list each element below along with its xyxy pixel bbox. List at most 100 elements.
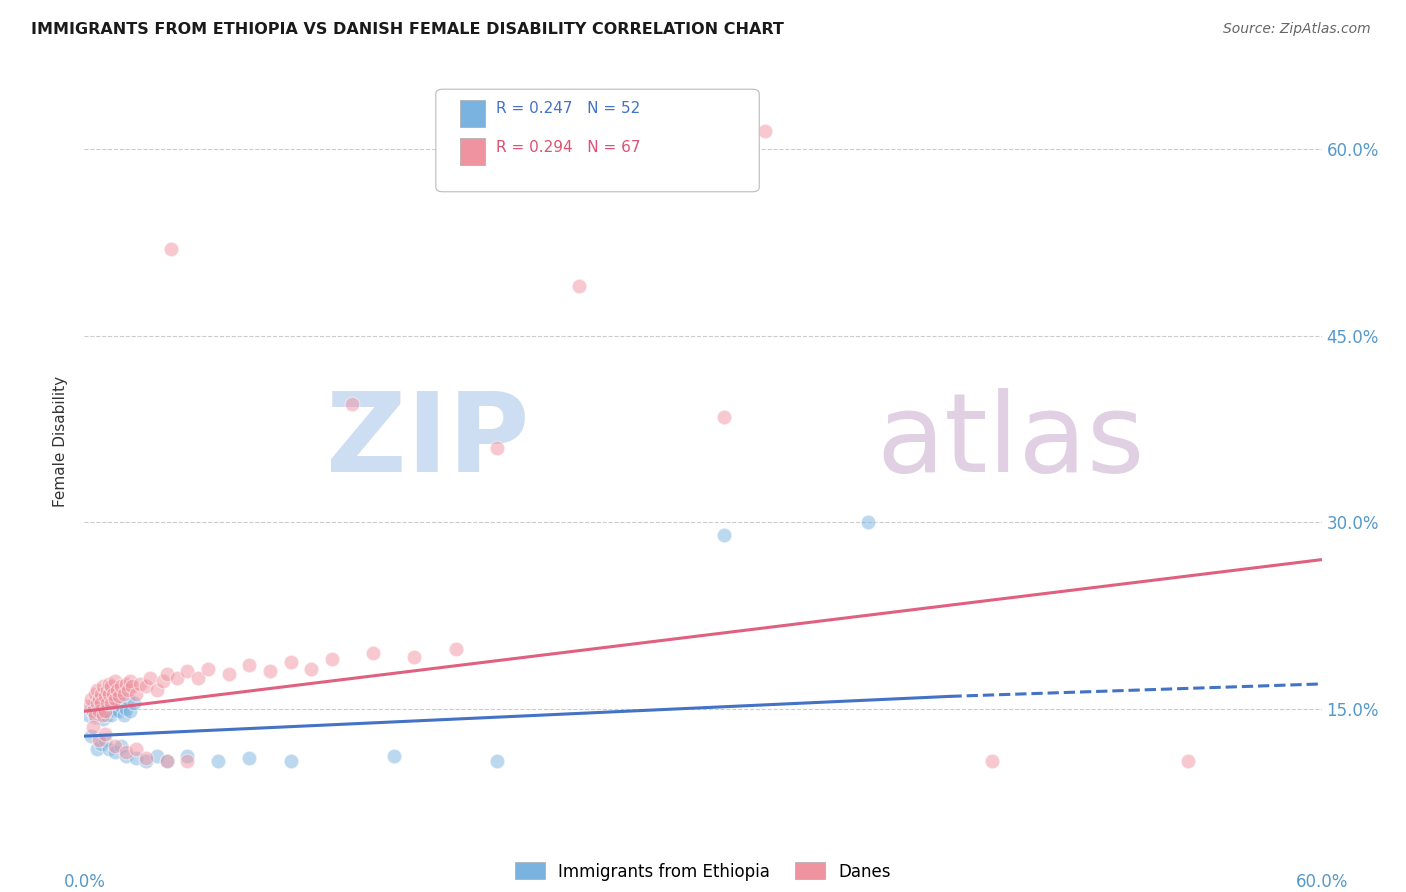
Point: [77, 708, 100, 723]
Point: [342, 397, 364, 411]
Point: [152, 674, 174, 689]
Point: [94, 726, 117, 740]
Point: [125, 741, 148, 756]
Point: [238, 751, 260, 765]
Point: [1177, 754, 1199, 768]
Point: [87, 691, 110, 706]
Point: [104, 739, 127, 753]
Point: [87, 732, 110, 747]
Point: [90, 704, 112, 718]
Point: [156, 754, 179, 768]
Point: [94, 704, 117, 718]
Point: [98, 704, 121, 718]
Point: [87, 704, 110, 718]
Point: [568, 279, 591, 293]
Point: [96, 699, 118, 714]
Point: [91, 712, 114, 726]
Point: [176, 749, 198, 764]
Point: [94, 704, 117, 718]
Point: [108, 704, 131, 718]
Point: [361, 646, 384, 660]
Point: [444, 642, 467, 657]
Point: [197, 662, 219, 676]
Point: [82, 704, 104, 718]
Point: [139, 671, 162, 685]
Text: IMMIGRANTS FROM ETHIOPIA VS DANISH FEMALE DISABILITY CORRELATION CHART: IMMIGRANTS FROM ETHIOPIA VS DANISH FEMAL…: [31, 22, 783, 37]
Point: [176, 665, 198, 679]
Point: [94, 696, 117, 710]
Y-axis label: Female Disability: Female Disability: [53, 376, 69, 508]
Point: [117, 691, 139, 706]
Point: [91, 702, 114, 716]
Point: [160, 242, 183, 256]
Point: [118, 704, 141, 718]
Point: [87, 708, 110, 723]
Point: [108, 690, 131, 704]
Point: [94, 732, 117, 747]
Point: [86, 704, 108, 718]
Point: [114, 677, 136, 691]
Point: [94, 690, 117, 704]
Text: 0.0%: 0.0%: [63, 873, 105, 891]
Point: [145, 749, 167, 764]
Point: [100, 696, 122, 710]
Point: [754, 124, 776, 138]
Point: [299, 662, 322, 676]
Point: [104, 674, 127, 689]
Point: [98, 687, 121, 701]
Point: [112, 687, 135, 701]
Point: [86, 696, 108, 710]
Point: [87, 699, 110, 714]
Text: ZIP: ZIP: [326, 388, 530, 495]
Point: [90, 737, 112, 751]
Point: [117, 683, 139, 698]
Point: [100, 708, 122, 723]
Point: [112, 708, 135, 723]
Point: [280, 754, 302, 768]
Point: [100, 680, 122, 694]
Point: [118, 674, 141, 689]
Point: [86, 683, 108, 698]
Point: [218, 667, 240, 681]
Point: [166, 671, 188, 685]
Point: [86, 741, 108, 756]
Point: [125, 751, 148, 765]
Point: [96, 683, 118, 698]
Point: [91, 680, 114, 694]
Point: [156, 667, 179, 681]
Point: [96, 696, 118, 710]
Point: [77, 699, 100, 714]
Point: [114, 745, 136, 759]
Point: [104, 687, 127, 701]
Point: [259, 665, 281, 679]
Point: [103, 687, 125, 701]
Point: [83, 710, 105, 724]
Point: [104, 745, 127, 759]
Point: [114, 702, 136, 716]
Point: [713, 409, 735, 424]
Point: [83, 696, 105, 710]
Point: [98, 690, 121, 704]
Point: [79, 702, 101, 716]
Text: atlas: atlas: [876, 388, 1144, 495]
Point: [82, 704, 104, 718]
Point: [321, 652, 343, 666]
Point: [90, 696, 112, 710]
Point: [105, 696, 128, 710]
Point: [122, 696, 145, 710]
Point: [103, 702, 125, 716]
Point: [104, 691, 127, 706]
Point: [83, 687, 105, 701]
Point: [382, 749, 405, 764]
Point: [280, 655, 302, 669]
Point: [79, 691, 101, 706]
Point: [86, 702, 108, 716]
Point: [207, 754, 229, 768]
Point: [135, 754, 157, 768]
Point: [485, 441, 508, 455]
Point: [187, 671, 209, 685]
Point: [404, 649, 426, 664]
Point: [82, 720, 104, 734]
Point: [238, 658, 260, 673]
Point: [91, 708, 114, 723]
